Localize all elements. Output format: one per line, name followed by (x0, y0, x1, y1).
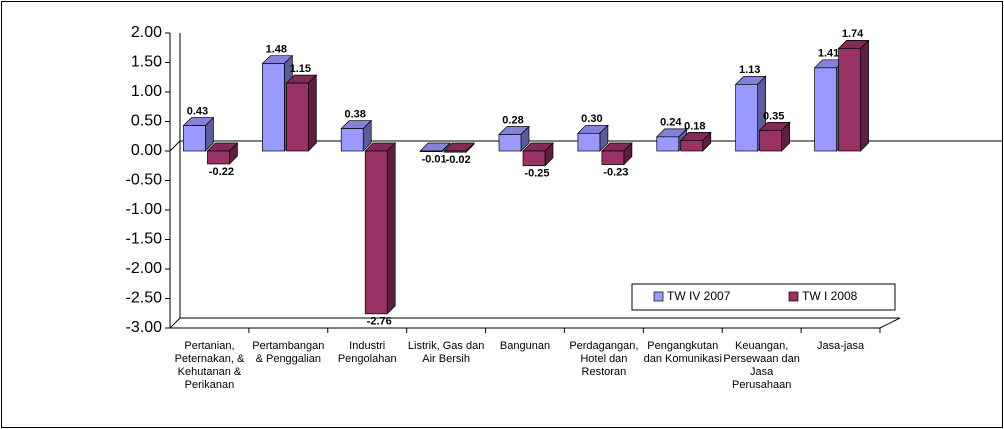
x-tick-label: Jasa-jasa (817, 340, 865, 352)
bar-front (443, 150, 467, 153)
bar (522, 142, 554, 167)
bar-front (735, 83, 759, 152)
legend-label: TW I 2008 (802, 289, 858, 303)
x-tick-label: Keuangan, Persewaan dan Jasa Perusahaan (723, 340, 800, 391)
bar (182, 116, 215, 152)
bar-front (207, 150, 230, 165)
bar (364, 142, 397, 315)
x-tick-label: Listrik, Gas dan Air Bersih (407, 340, 485, 365)
data-label: -0.01 (422, 153, 447, 165)
x-tick-label: Perdagangan, Hotel dan Restoran (569, 340, 639, 378)
y-tick-label: -1.50 (126, 231, 163, 248)
data-label: 1.48 (266, 44, 287, 56)
bar-side (860, 39, 869, 152)
legend-swatch (653, 291, 664, 302)
data-label: 0.35 (763, 110, 784, 122)
y-tick-label: 1.50 (131, 54, 162, 71)
bar (498, 125, 530, 152)
bar-front (759, 130, 783, 152)
bar (443, 142, 475, 154)
data-label: 0.28 (502, 114, 523, 126)
bar-front (601, 150, 625, 165)
y-tick-label: 0.50 (131, 113, 162, 130)
x-tick-label: Industri Pengolahan (337, 340, 397, 365)
zero-front (169, 140, 181, 152)
y-tick-label: 2.00 (131, 24, 162, 41)
data-label: 0.38 (345, 108, 366, 120)
bar-front (364, 150, 388, 315)
bar-front (656, 136, 680, 152)
bar (758, 121, 791, 152)
bar-side (307, 74, 317, 152)
bar-front (183, 125, 206, 152)
bar (601, 142, 633, 166)
bar-front (498, 134, 522, 152)
y-tick-label: -1.00 (126, 201, 163, 218)
y-tick-label: -2.00 (126, 260, 163, 277)
bar (419, 142, 451, 153)
x-tick-label: Pertanian, Peternakan, & Kehutanan & Per… (174, 340, 245, 391)
data-label: 1.41 (818, 48, 839, 60)
bar-front (577, 132, 601, 152)
y-tick-label: 0.00 (131, 142, 162, 159)
bar (340, 119, 373, 152)
bar-front (814, 67, 837, 152)
legend-label: TW IV 2007 (667, 289, 731, 303)
x-tick-label: Pertambangan & Penggalian (252, 340, 325, 365)
bar (285, 74, 318, 152)
bar-front (285, 82, 309, 152)
bar-front (680, 140, 704, 152)
data-label: 1.15 (290, 63, 311, 75)
x-tick-label: Pengangkutan dan Komunikasi (643, 340, 722, 365)
bar-front (838, 47, 861, 152)
data-label: 1.74 (842, 28, 864, 40)
bar (206, 142, 239, 165)
bar-front (522, 150, 546, 167)
data-label: 0.30 (581, 113, 602, 125)
data-label: 0.18 (684, 120, 705, 132)
bar-front (419, 150, 443, 152)
y-tick-label: -0.50 (126, 172, 163, 189)
bar (679, 131, 712, 152)
y-tick-label: 1.00 (131, 83, 162, 100)
data-label: 0.43 (187, 106, 208, 118)
bar-front (261, 63, 285, 152)
data-label: -0.23 (603, 166, 628, 178)
x-tick-label: Bangunan (499, 340, 551, 352)
data-label: -0.25 (524, 168, 549, 180)
legend-box (631, 283, 896, 311)
bar (837, 39, 870, 152)
bar (577, 124, 609, 152)
data-label: -0.02 (446, 154, 471, 166)
data-label: 1.13 (739, 64, 760, 76)
y-tick-label: -3.00 (126, 319, 163, 336)
y-tick-label: -2.50 (126, 290, 163, 307)
data-label: -2.76 (367, 316, 392, 328)
data-label: -0.22 (209, 166, 234, 178)
data-label: 0.24 (660, 117, 682, 129)
bar-side (386, 142, 396, 315)
legend-swatch (788, 291, 799, 302)
bar-front (340, 128, 364, 152)
